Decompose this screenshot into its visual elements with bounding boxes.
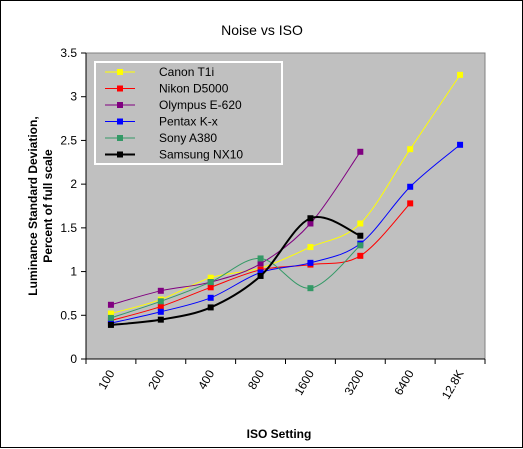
x-axis: 100 200 400 800 1600 3200 6400 12.8K (85, 358, 486, 402)
y-axis-label-line1: Luminance Standard Deviation, (26, 116, 40, 295)
x-tick-label: 200 (145, 367, 167, 392)
series-line (110, 215, 361, 326)
series-marker (357, 148, 364, 155)
series-marker (407, 146, 414, 153)
legend-swatch-marker (117, 69, 123, 75)
series-marker (357, 242, 364, 249)
y-axis: 0 0.5 1 1.5 2 2.5 3 3.5 (60, 46, 87, 366)
legend-label: Samsung NX10 (159, 148, 243, 162)
series-marker (307, 259, 314, 266)
legend-swatch-marker (117, 118, 123, 125)
series-marker (307, 215, 314, 222)
legend-label: Olympus E-620 (159, 98, 242, 112)
legend-swatch-marker (117, 102, 123, 108)
legend-swatch-marker (117, 151, 123, 158)
y-axis-label-line2: Percent of full scale (41, 149, 55, 263)
legend-label: Sony A380 (159, 131, 217, 145)
series-marker (257, 272, 264, 279)
legend-item: Nikon D5000 (105, 82, 229, 96)
series-marker (107, 321, 114, 328)
legend: Canon T1i Nikon D5000 Olympus E-620 Pentax … (94, 61, 283, 165)
x-axis-label: ISO Setting (247, 427, 312, 441)
series-marker (357, 220, 364, 227)
series-marker (207, 284, 214, 291)
series-marker (307, 220, 314, 227)
legend-label: Nikon D5000 (159, 82, 229, 96)
series-marker (257, 260, 264, 267)
series-sony-a380 (107, 242, 364, 321)
legend-item: Olympus E-620 (105, 98, 242, 112)
y-tick-label: 2.5 (60, 133, 77, 147)
y-tick-label: 1 (70, 265, 77, 279)
x-tick-label: 400 (195, 367, 217, 392)
series-marker (307, 285, 314, 292)
series-marker (107, 310, 114, 317)
series-layer (107, 71, 464, 328)
x-tick-label: 12.8K (439, 368, 467, 402)
legend-item: Sony A380 (105, 131, 217, 145)
legend-label: Canon T1i (159, 65, 214, 79)
y-tick-label: 1.5 (60, 221, 77, 235)
series-marker (307, 244, 314, 251)
series-marker (257, 255, 264, 262)
series-marker (157, 316, 164, 323)
legend-item: Pentax K-x (105, 115, 218, 129)
series-marker (157, 287, 164, 294)
y-tick-label: 3.5 (60, 46, 77, 60)
series-marker (157, 308, 164, 315)
series-marker (157, 298, 164, 305)
y-axis-label-group: Luminance Standard Deviation, Percent of… (26, 116, 55, 295)
x-tick-label: 6400 (391, 367, 417, 397)
series-marker (457, 71, 464, 78)
y-tick-label: 0 (70, 352, 77, 366)
legend-item: Samsung NX10 (105, 148, 243, 162)
series-marker (157, 303, 164, 310)
legend-item: Canon T1i (105, 65, 214, 79)
y-tick-label: 0.5 (60, 308, 77, 322)
chart-title: Noise vs ISO (221, 22, 303, 38)
series-marker (407, 183, 414, 190)
legend-label: Pentax K-x (159, 115, 218, 129)
x-tick-label: 1600 (292, 367, 318, 397)
series-marker (207, 274, 214, 281)
series-marker (207, 304, 214, 311)
y-tick-label: 3 (70, 90, 77, 104)
series-marker (257, 269, 264, 276)
series-samsung-nx10 (107, 215, 364, 328)
series-marker (457, 141, 464, 148)
series-marker (357, 252, 364, 259)
series-marker (107, 301, 114, 308)
series-marker (207, 294, 214, 301)
legend-box (94, 61, 283, 165)
series-marker (207, 279, 214, 286)
series-marker (407, 200, 414, 207)
x-tick-label: 3200 (341, 367, 367, 397)
x-tick-label: 800 (245, 367, 267, 392)
legend-swatch-marker (117, 135, 123, 141)
y-tick-label: 2 (70, 177, 77, 191)
legend-swatch-marker (117, 85, 123, 92)
series-marker (107, 314, 114, 321)
series-marker (357, 232, 364, 239)
x-tick-label: 100 (95, 367, 117, 392)
